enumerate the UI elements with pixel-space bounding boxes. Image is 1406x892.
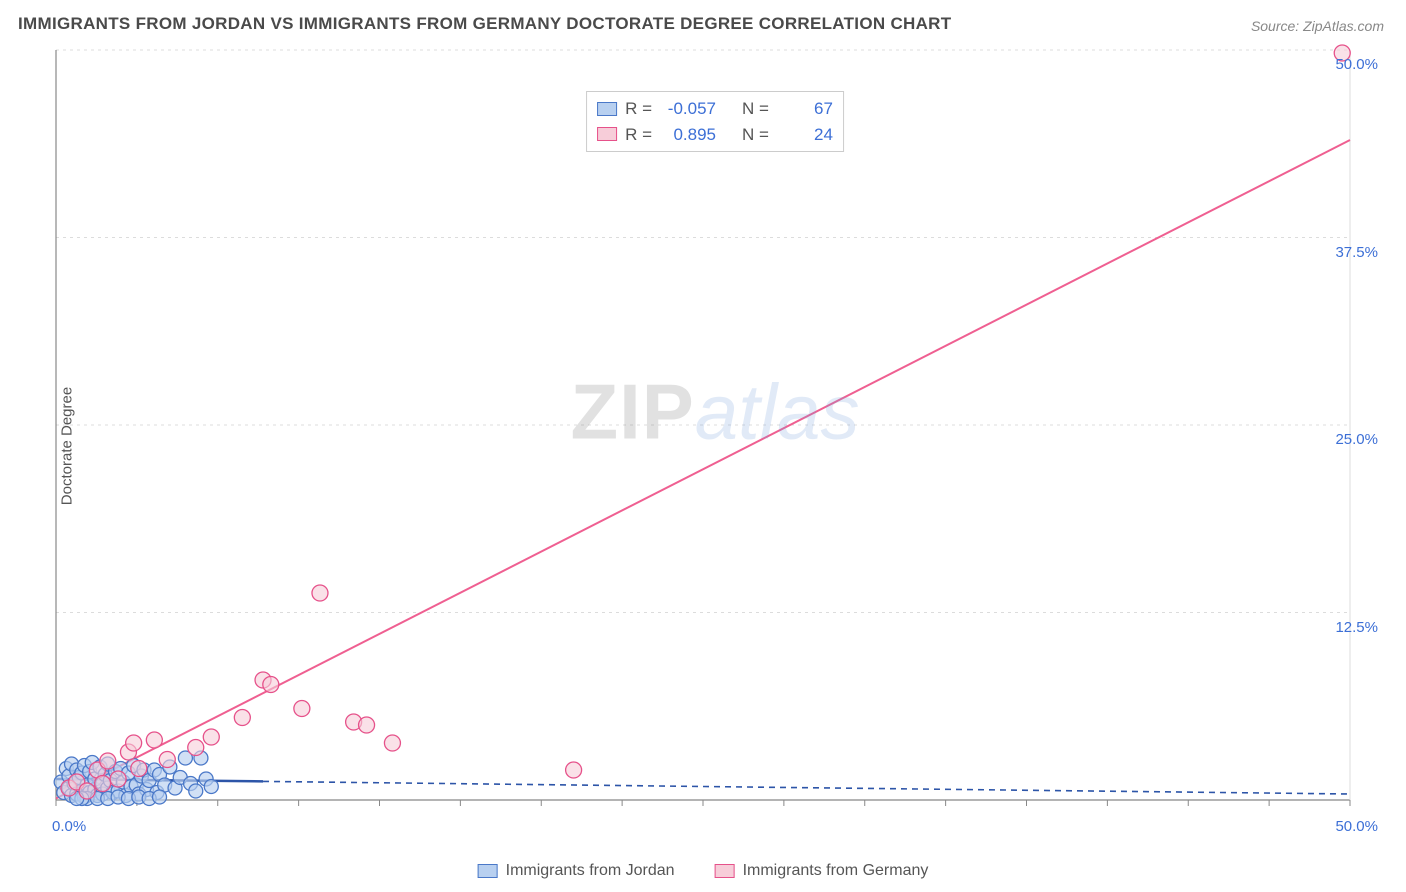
stat-n-label: N = bbox=[742, 122, 769, 148]
legend-item-germany: Immigrants from Germany bbox=[715, 862, 929, 880]
stat-r-label: R = bbox=[625, 96, 652, 122]
stat-n-jordan: 67 bbox=[777, 96, 833, 122]
source-attribution: Source: ZipAtlas.com bbox=[1251, 18, 1384, 34]
y-tick-label: 50.0% bbox=[1335, 56, 1378, 73]
bottom-legend: Immigrants from Jordan Immigrants from G… bbox=[478, 862, 929, 880]
scatter-chart bbox=[50, 44, 1380, 844]
plot-area: ZIPatlas R = -0.057 N = 67 R = 0.895 N =… bbox=[50, 44, 1380, 844]
chart-title: IMMIGRANTS FROM JORDAN VS IMMIGRANTS FRO… bbox=[18, 14, 951, 34]
swatch-germany bbox=[597, 127, 617, 141]
x-tick-origin: 0.0% bbox=[52, 818, 86, 835]
swatch-jordan bbox=[597, 102, 617, 116]
stat-n-germany: 24 bbox=[777, 122, 833, 148]
stats-row-germany: R = 0.895 N = 24 bbox=[597, 122, 833, 148]
legend-label-germany: Immigrants from Germany bbox=[743, 862, 929, 880]
stats-row-jordan: R = -0.057 N = 67 bbox=[597, 96, 833, 122]
stat-r-jordan: -0.057 bbox=[660, 96, 716, 122]
x-tick-end: 50.0% bbox=[1335, 818, 1378, 835]
legend-swatch-germany bbox=[715, 864, 735, 878]
stat-n-label: N = bbox=[742, 96, 769, 122]
y-tick-label: 25.0% bbox=[1335, 431, 1378, 448]
legend-label-jordan: Immigrants from Jordan bbox=[506, 862, 675, 880]
legend-item-jordan: Immigrants from Jordan bbox=[478, 862, 675, 880]
stats-box: R = -0.057 N = 67 R = 0.895 N = 24 bbox=[586, 91, 844, 152]
y-tick-label: 37.5% bbox=[1335, 244, 1378, 261]
y-tick-label: 12.5% bbox=[1335, 619, 1378, 636]
legend-swatch-jordan bbox=[478, 864, 498, 878]
stat-r-label: R = bbox=[625, 122, 652, 148]
stat-r-germany: 0.895 bbox=[660, 122, 716, 148]
